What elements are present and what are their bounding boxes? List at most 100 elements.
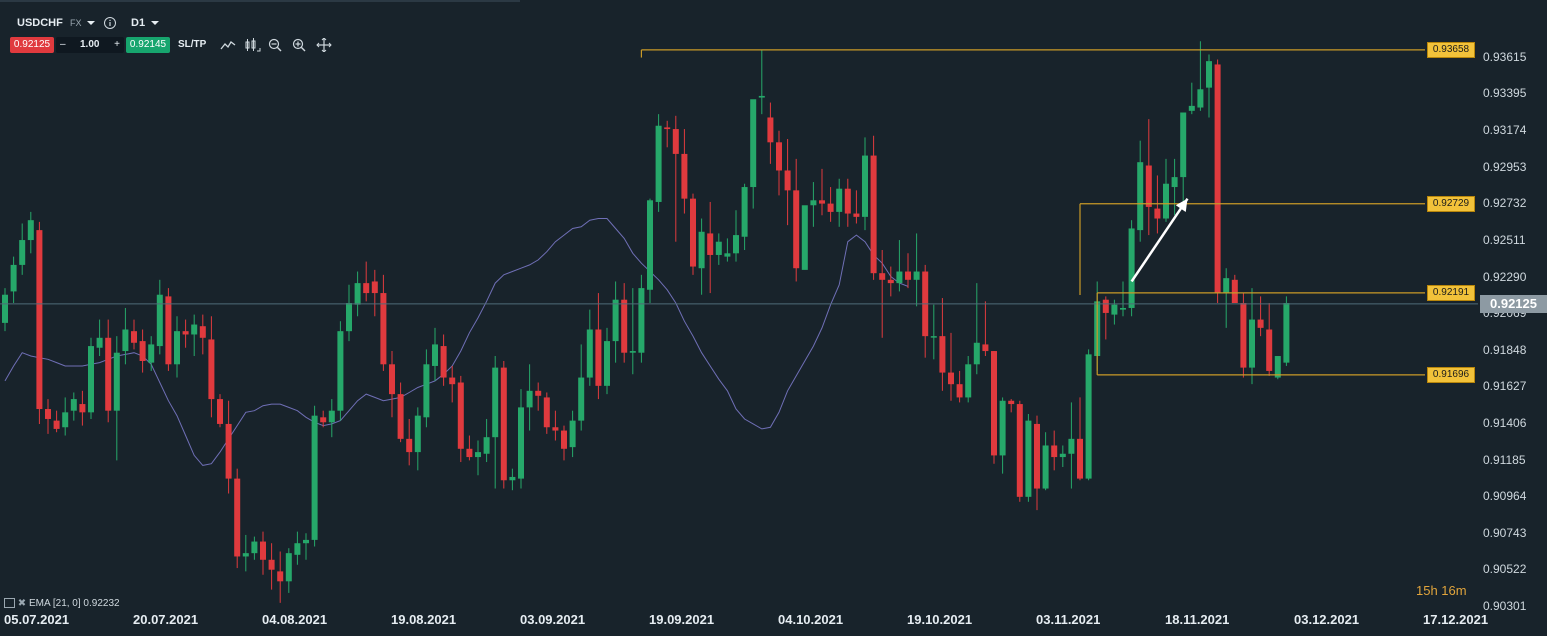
candle-body [414,415,421,453]
candle-body [776,142,782,171]
price-level-label[interactable]: 0.92729 [1427,195,1475,212]
candle-body [1111,304,1118,315]
candle [733,210,739,262]
current-price-label: 0.92125 [1480,294,1547,313]
candles-icon[interactable] [244,38,261,52]
candle-body [1102,299,1109,313]
candle-body [182,331,189,335]
candle [53,410,60,433]
candle [604,327,610,395]
candle [1154,175,1161,234]
zoom-in-icon[interactable] [292,38,308,52]
candle-body [354,283,361,305]
candle-body [285,553,292,582]
timeframe-dropdown-caret-icon[interactable] [150,14,160,32]
candle-body [595,329,602,386]
candle-body [234,478,241,557]
candle-body [629,351,636,353]
candle [707,201,714,294]
quantity-plus-button[interactable]: + [114,39,120,50]
candle-body [1051,445,1058,458]
candle-body [750,99,757,188]
x-axis-tick-label: 03.12.2021 [1294,612,1360,627]
candle [371,269,378,317]
candle [1128,220,1135,317]
candle [1223,268,1230,328]
candle [578,344,585,431]
candle [905,253,911,289]
candle-body [698,231,705,269]
price-level-label[interactable]: 0.91696 [1427,366,1475,383]
symbol-dropdown-caret-icon[interactable] [86,14,96,32]
indicator-remove-icon[interactable]: ✖ [17,598,27,609]
candle [982,301,989,357]
candle-body [1016,404,1023,497]
candle-body [896,271,903,284]
candle-body [767,117,774,143]
x-axis-tick-label: 19.09.2021 [649,612,715,627]
quantity-stepper[interactable]: – 1.00 + [56,37,124,53]
candle [268,543,275,590]
candle [285,548,292,593]
candle [105,319,112,423]
price-level-label[interactable]: 0.92191 [1427,284,1475,301]
candle-body [844,188,851,214]
candle [776,130,782,196]
ema-indicator-label[interactable]: ✖ EMA [21, 0] 0.92232 [4,598,120,609]
candle-body [1137,162,1144,231]
candle-body [638,288,645,353]
candle-body [131,331,137,343]
ask-price-button[interactable]: 0.92145 [126,37,170,53]
candle [311,405,318,547]
candle-body [328,410,335,423]
bid-price-button[interactable]: 0.92125 [10,37,54,53]
candle-body [199,326,206,338]
quantity-value[interactable]: 1.00 [80,39,100,50]
candle-body [260,541,266,560]
candle [182,319,189,348]
candle [432,327,438,381]
candle [767,102,774,164]
line-chart-icon[interactable] [220,38,236,52]
candle [991,351,997,464]
candle [1034,415,1040,511]
x-axis-tick-label: 03.09.2021 [520,612,586,627]
candle [887,266,894,297]
candle [509,468,516,491]
timeframe-label[interactable]: D1 [131,17,146,29]
candle-body [466,448,473,458]
price-level-label[interactable]: 0.93658 [1427,41,1475,58]
candle-body [36,230,43,410]
x-axis-tick-label: 18.11.2021 [1165,612,1230,627]
candle-body [827,203,834,212]
candle-body [681,153,688,199]
candle [638,274,645,363]
info-icon[interactable] [103,14,117,32]
crosshair-icon[interactable] [316,37,332,53]
sltp-button[interactable]: SL/TP [178,39,207,50]
candle [595,293,602,400]
candle [1231,274,1238,304]
candle [328,399,335,438]
trend-arrow[interactable] [1130,197,1189,283]
candle [664,120,671,148]
candle [1120,281,1126,317]
candle-body [604,341,610,386]
candle [526,364,533,431]
candle-body [870,155,877,274]
y-axis-tick-label: 0.90964 [1483,489,1527,504]
candle-body [1059,453,1066,458]
candle [156,279,163,355]
candle [346,284,352,342]
zoom-out-icon[interactable] [268,38,284,52]
y-axis-tick-label: 0.90522 [1483,562,1527,577]
indicator-settings-icon[interactable] [4,598,15,609]
candle [698,218,705,295]
y-axis-tick-label: 0.93615 [1483,50,1527,64]
candle [1059,445,1066,468]
candle [535,382,542,411]
symbol-name[interactable]: USDCHF [17,17,63,29]
candle [870,135,877,280]
quantity-minus-button[interactable]: – [60,39,66,50]
